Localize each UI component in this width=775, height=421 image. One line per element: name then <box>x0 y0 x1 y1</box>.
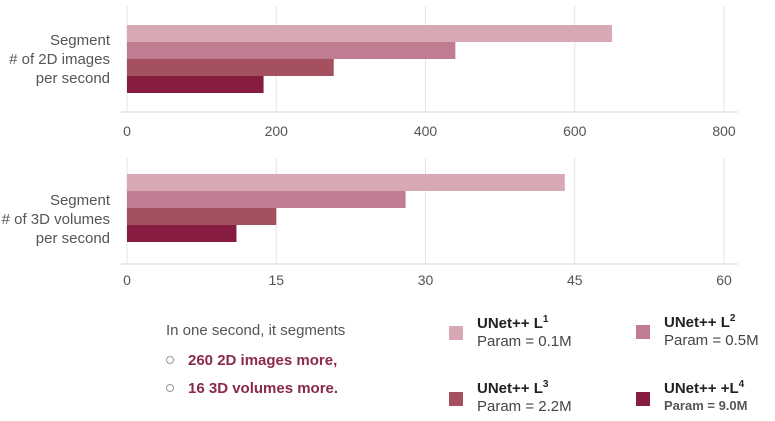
legend-name-l3: UNet++ L3 <box>477 379 549 397</box>
legend-param-l3: Param = 2.2M <box>477 398 572 415</box>
summary-bullet-2d-text: 260 2D images more, <box>188 352 338 369</box>
legend-swatch-l2 <box>636 325 650 339</box>
x-tick-label-3d: 30 <box>418 272 434 288</box>
x-tick-label-2d: 600 <box>563 123 587 139</box>
x-tick-label-2d: 0 <box>123 123 131 139</box>
category-label-2d: # of 2D images <box>9 51 110 68</box>
bar-2d-l1 <box>127 25 613 42</box>
summary-bullet-3d: 16 3D volumes more. <box>166 380 338 397</box>
category-label-3d: Segment <box>50 192 111 209</box>
x-tick-label-3d: 60 <box>716 272 732 288</box>
category-label-2d: per second <box>36 70 110 87</box>
bullet-circle-icon <box>166 356 174 365</box>
category-label-2d: Segment <box>50 32 111 49</box>
x-tick-label-3d: 0 <box>123 272 131 288</box>
legend-param-l4: Param = 9.0M <box>664 398 748 413</box>
category-label-3d: per second <box>36 230 110 247</box>
bar-3d-l2 <box>127 191 406 208</box>
legend-param-l2: Param = 0.5M <box>664 332 759 349</box>
legend-swatch-l1 <box>449 326 463 340</box>
bar-3d-l3 <box>127 208 277 225</box>
summary-bullet-3d-text: 16 3D volumes more. <box>188 380 339 397</box>
bar-3d-l4 <box>127 225 237 242</box>
x-tick-label-3d: 15 <box>268 272 284 288</box>
legend-swatch-l3 <box>449 392 463 406</box>
x-tick-label-2d: 200 <box>265 123 289 139</box>
bar-2d-l2 <box>127 42 456 59</box>
category-label-3d: # of 3D volumes <box>2 211 110 228</box>
legend-param-l1: Param = 0.1M <box>477 333 572 350</box>
bullet-circle-icon <box>166 384 174 393</box>
legend-name-l1: UNet++ L1 <box>477 314 549 332</box>
bar-2d-l4 <box>127 76 264 93</box>
summary-bullet-2d: 260 2D images more, <box>166 352 337 369</box>
x-tick-label-3d: 45 <box>567 272 583 288</box>
x-tick-label-2d: 800 <box>712 123 736 139</box>
bar-2d-l3 <box>127 59 334 76</box>
legend-swatch-l4 <box>636 392 650 406</box>
bar-3d-l1 <box>127 174 565 191</box>
x-tick-label-2d: 400 <box>414 123 438 139</box>
legend-name-l2: UNet++ L2 <box>664 313 736 331</box>
legend-name-l4: UNet++ +L4 <box>664 379 745 397</box>
summary-heading: In one second, it segments <box>166 322 346 339</box>
